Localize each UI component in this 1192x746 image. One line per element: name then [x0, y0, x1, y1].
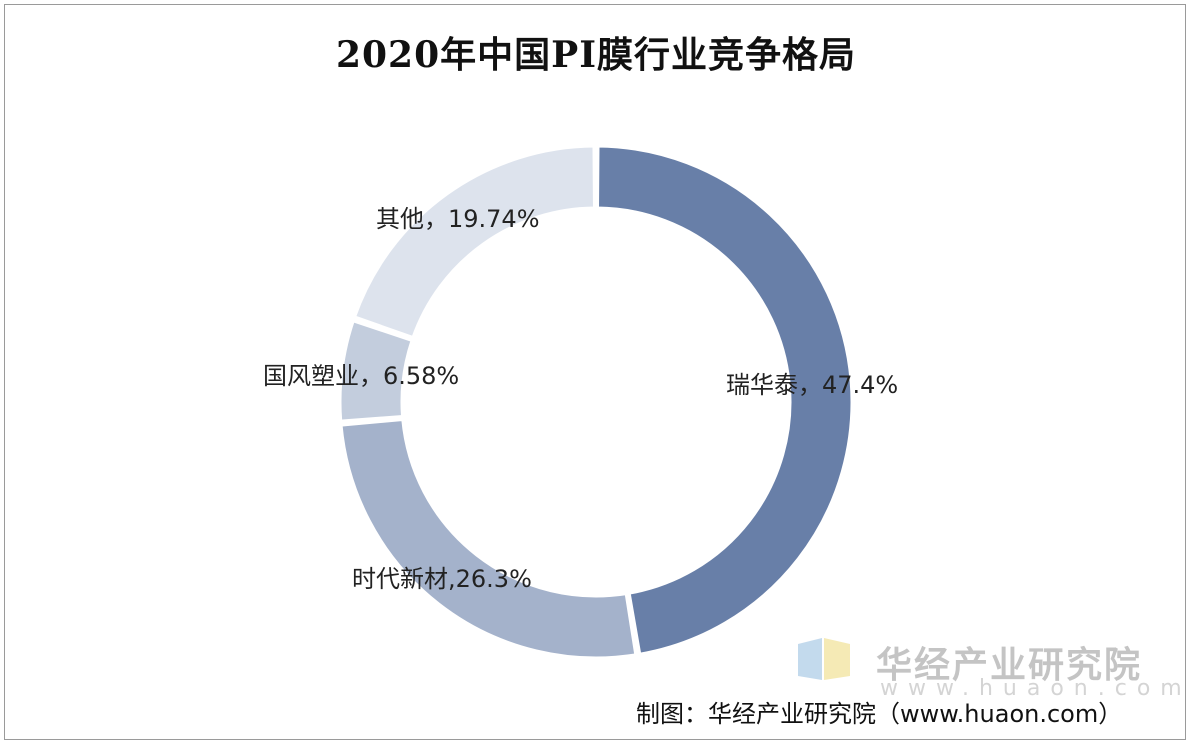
slice-guofeng-suye: [338, 318, 414, 423]
slice-ruihuatai: [596, 144, 854, 656]
slice-other: [352, 144, 596, 340]
source-credit: 制图：华经产业研究院（www.huaon.com）: [636, 700, 1123, 728]
chart-title: 2020年中国PI膜行业竞争格局: [335, 34, 857, 76]
donut-slices: [338, 144, 854, 660]
slice-labels: 瑞华泰，47.4% 时代新材,26.3% 国风塑业，6.58% 其他，19.74%: [263, 205, 898, 593]
watermark-url: www.huaon.com: [880, 676, 1192, 701]
watermark-name: 华经产业研究院: [876, 645, 1143, 686]
watermark-logo-icon: [798, 638, 850, 680]
slice-label-shidai-xincai: 时代新材,26.3%: [352, 565, 532, 593]
slice-label-guofeng-suye: 国风塑业，6.58%: [263, 362, 459, 390]
slice-label-ruihuatai: 瑞华泰，47.4%: [726, 371, 898, 399]
slice-label-other: 其他，19.74%: [376, 205, 540, 233]
slice-shidai-xincai: [339, 417, 638, 660]
